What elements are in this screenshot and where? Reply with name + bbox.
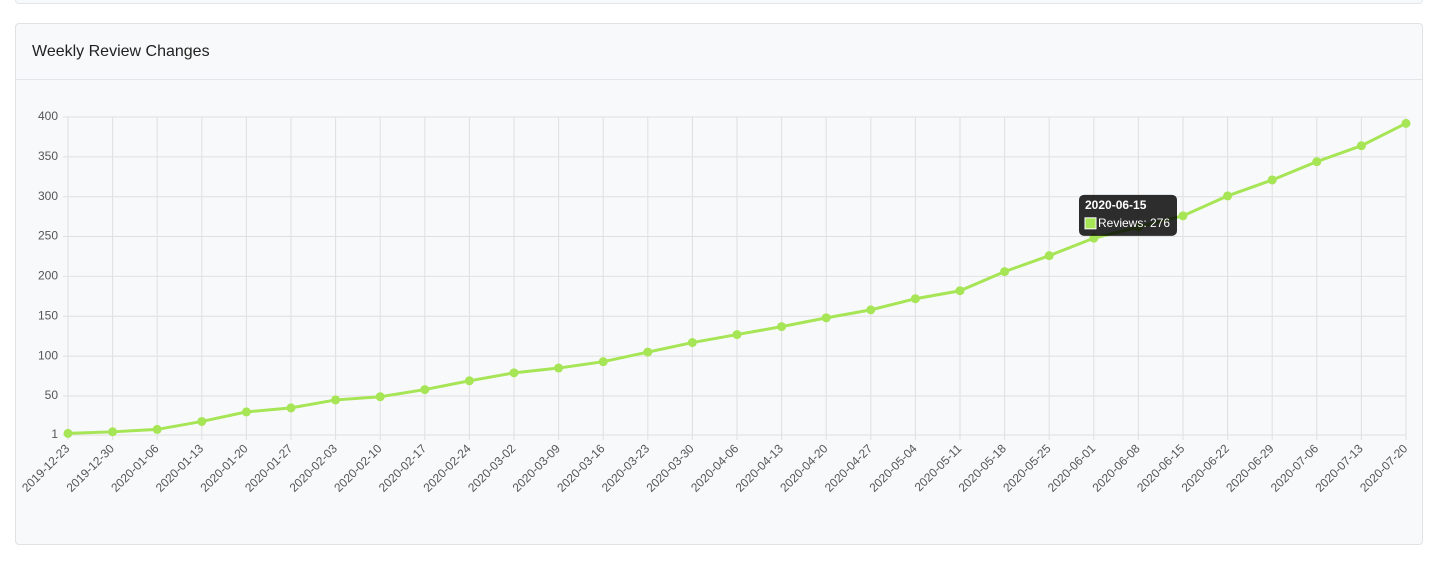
- point: [687, 338, 697, 348]
- point: [598, 357, 608, 367]
- tooltip-text: Reviews: 276: [1098, 216, 1170, 230]
- tooltip-box: [1079, 194, 1177, 236]
- point: [1356, 141, 1366, 151]
- point: [464, 376, 474, 386]
- point: [375, 392, 385, 402]
- point: [1223, 191, 1233, 201]
- point: [420, 385, 430, 395]
- point: [286, 403, 296, 413]
- y-tick-label: 350: [38, 149, 58, 163]
- point: [1267, 175, 1277, 185]
- point: [1178, 211, 1188, 221]
- card-title: Weekly Review Changes: [16, 24, 1422, 80]
- tooltip: 2020-06-15 Reviews: 276: [1079, 194, 1177, 236]
- y-tick-label: 150: [38, 308, 58, 322]
- point: [866, 305, 876, 315]
- point: [241, 407, 251, 417]
- y-tick-label: 200: [38, 269, 58, 283]
- point: [63, 428, 73, 438]
- point: [509, 368, 519, 378]
- point: [955, 286, 965, 296]
- point: [643, 347, 653, 357]
- y-tick-label: 300: [38, 189, 58, 203]
- point: [910, 294, 920, 304]
- point: [197, 416, 207, 426]
- point: [732, 330, 742, 340]
- tooltip-title: 2020-06-15: [1085, 198, 1147, 212]
- x-tick-label: 2020-05-04: [866, 441, 920, 495]
- point: [1000, 267, 1010, 277]
- point: [1044, 251, 1054, 261]
- point: [554, 363, 564, 373]
- y-tick-label: 1: [51, 427, 58, 441]
- tooltip-swatch: [1084, 217, 1097, 230]
- y-tick-label: 250: [38, 229, 58, 243]
- point: [1401, 118, 1411, 128]
- point: [108, 427, 118, 437]
- card: Weekly Review Changes: [15, 23, 1423, 545]
- y-tick-label: 50: [45, 388, 59, 402]
- point: [331, 395, 341, 405]
- point: [1089, 233, 1099, 243]
- point: [1312, 157, 1322, 167]
- point: [152, 424, 162, 434]
- y-tick-label: 400: [38, 109, 58, 123]
- point: [777, 322, 787, 332]
- point: [821, 313, 831, 323]
- x-tick-label: 2020-07-20: [1357, 441, 1411, 495]
- y-tick-label: 100: [38, 348, 58, 362]
